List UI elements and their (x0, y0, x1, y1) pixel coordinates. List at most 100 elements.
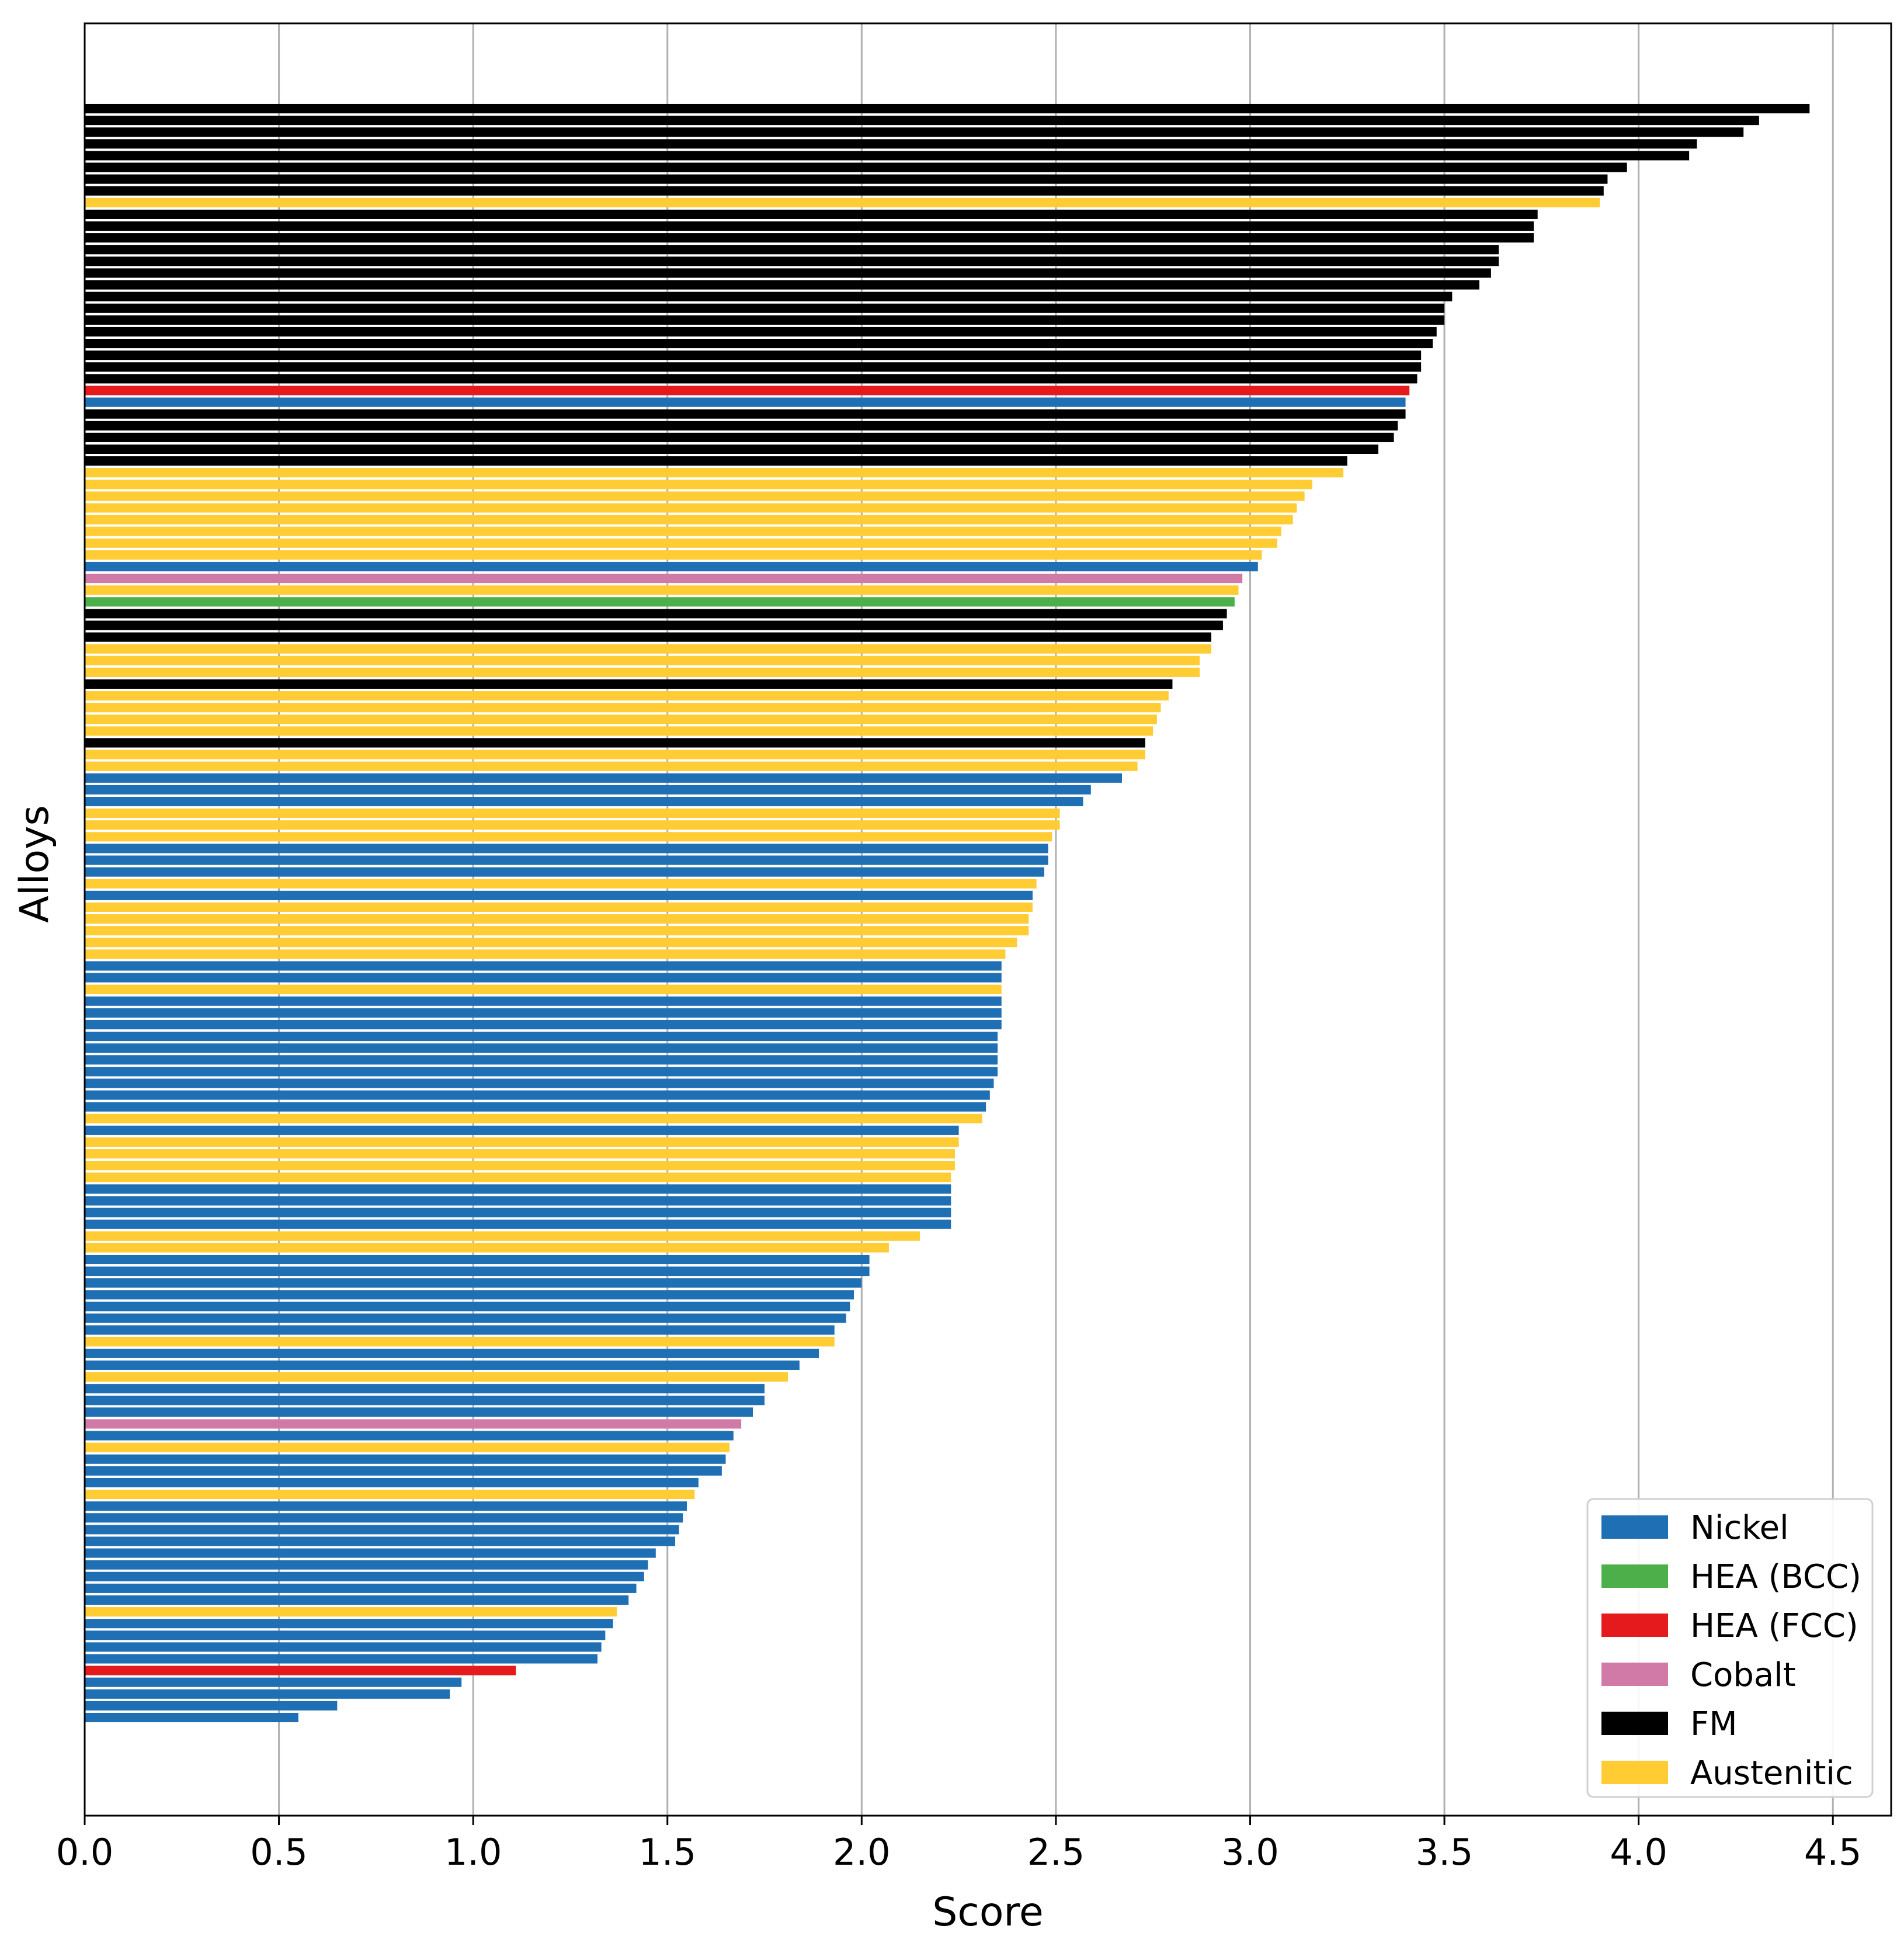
bar-nickel (85, 1477, 699, 1487)
bar-nickel (85, 890, 1033, 900)
bar-austenitic (85, 914, 1029, 924)
bar-nickel (85, 1396, 765, 1406)
bar-nickel (85, 961, 1002, 971)
x-tick-label: 1.5 (638, 1831, 696, 1873)
x-tick-label: 2.0 (833, 1831, 891, 1873)
bar-austenitic (85, 820, 1060, 830)
legend-swatch (1601, 1564, 1668, 1588)
plot-frame (84, 22, 1892, 1817)
bar-nickel (85, 1032, 998, 1042)
bar-nickel (85, 1196, 951, 1206)
legend-label: HEA (FCC) (1690, 1607, 1858, 1645)
bar-fm (85, 186, 1604, 196)
bar-nickel (85, 1536, 676, 1546)
bar-austenitic (85, 503, 1297, 513)
bar-nickel (85, 1630, 606, 1640)
bar-austenitic (85, 197, 1600, 207)
bar-nickel (85, 796, 1083, 807)
x-axis-title: Score (932, 1889, 1043, 1935)
bar-nickel (85, 1125, 959, 1135)
bar-nickel (85, 1267, 870, 1276)
bar-austenitic (85, 1161, 955, 1171)
bar-austenitic (85, 1607, 617, 1617)
bar-austenitic (85, 1231, 920, 1241)
bar-fm (85, 221, 1534, 231)
bar-fm (85, 609, 1227, 619)
bar-austenitic (85, 1337, 835, 1347)
bar-nickel (85, 1067, 998, 1077)
legend-label: Austenitic (1690, 1754, 1853, 1792)
bar-austenitic (85, 726, 1153, 736)
x-tick-label: 4.0 (1610, 1831, 1667, 1873)
bar-austenitic (85, 1113, 982, 1123)
legend-swatch (1601, 1663, 1668, 1686)
bar-austenitic (85, 926, 1029, 936)
bar-austenitic (85, 1442, 730, 1452)
legend-label: HEA (BCC) (1690, 1558, 1861, 1596)
bar-fm (85, 116, 1759, 126)
x-axis-ticks: 0.0 0.5 1.0 1.5 2.0 2.5 3.0 3.5 4.0 4.5 (56, 1816, 1862, 1873)
bar-nickel (85, 1043, 998, 1053)
bar-nickel (85, 785, 1091, 794)
bar-nickel (85, 867, 1044, 877)
bar-fm (85, 151, 1690, 161)
bar-austenitic (85, 984, 1002, 994)
bar-fm (85, 738, 1145, 748)
bar-nickel (85, 1701, 338, 1710)
bar-austenitic (85, 1243, 889, 1252)
bar-austenitic (85, 1490, 695, 1500)
bar-austenitic (85, 879, 1037, 889)
bar-nickel (85, 1102, 986, 1112)
bar-fm (85, 245, 1499, 255)
legend-label: Cobalt (1690, 1656, 1796, 1694)
legend-label: Nickel (1690, 1509, 1789, 1547)
bar-nickel (85, 1583, 637, 1593)
bar-austenitic (85, 832, 1052, 842)
bar-nickel (85, 1325, 835, 1335)
y-axis-title: Alloys (12, 805, 58, 923)
x-tick-label: 3.5 (1416, 1831, 1474, 1873)
bar-austenitic (85, 703, 1161, 713)
bar-nickel (85, 1254, 870, 1265)
bar-austenitic (85, 644, 1211, 654)
bar-fm (85, 127, 1744, 137)
legend-swatch (1601, 1712, 1668, 1735)
bar-nickel (85, 561, 1258, 572)
bar-nickel (85, 1501, 687, 1511)
bar-austenitic (85, 1172, 951, 1182)
bar-nickel (85, 1407, 753, 1417)
bar-fm (85, 292, 1453, 301)
bar-cobalt (85, 574, 1243, 584)
bar-nickel (85, 1055, 998, 1065)
x-tick-label: 3.0 (1221, 1831, 1279, 1873)
bar-nickel (85, 1360, 800, 1370)
bar-austenitic (85, 538, 1278, 548)
bar-austenitic (85, 949, 1006, 959)
bar-nickel (85, 1619, 613, 1629)
bar-hea-bcc (85, 597, 1235, 607)
bar-nickel (85, 1654, 598, 1664)
bar-austenitic (85, 550, 1262, 560)
bar-nickel (85, 1384, 765, 1394)
x-tick-label: 4.5 (1804, 1831, 1862, 1873)
bar-nickel (85, 1677, 462, 1687)
bar-nickel (85, 1008, 1002, 1018)
bar-nickel (85, 397, 1406, 407)
x-tick-label: 1.0 (444, 1831, 502, 1873)
bar-fm (85, 679, 1173, 689)
bar-austenitic (85, 667, 1200, 677)
bar-nickel (85, 1525, 679, 1535)
bar-nickel (85, 1513, 683, 1523)
bar-austenitic (85, 714, 1157, 724)
bar-fm (85, 374, 1417, 384)
bar-fm (85, 620, 1223, 630)
bar-nickel (85, 844, 1048, 853)
bar-nickel (85, 973, 1002, 983)
bar-fm (85, 303, 1445, 313)
bar-austenitic (85, 491, 1305, 501)
legend-label: FM (1690, 1705, 1738, 1743)
bar-fm (85, 139, 1697, 149)
bar-fm (85, 409, 1406, 419)
bar-fm (85, 339, 1433, 349)
bar-fm (85, 362, 1422, 372)
